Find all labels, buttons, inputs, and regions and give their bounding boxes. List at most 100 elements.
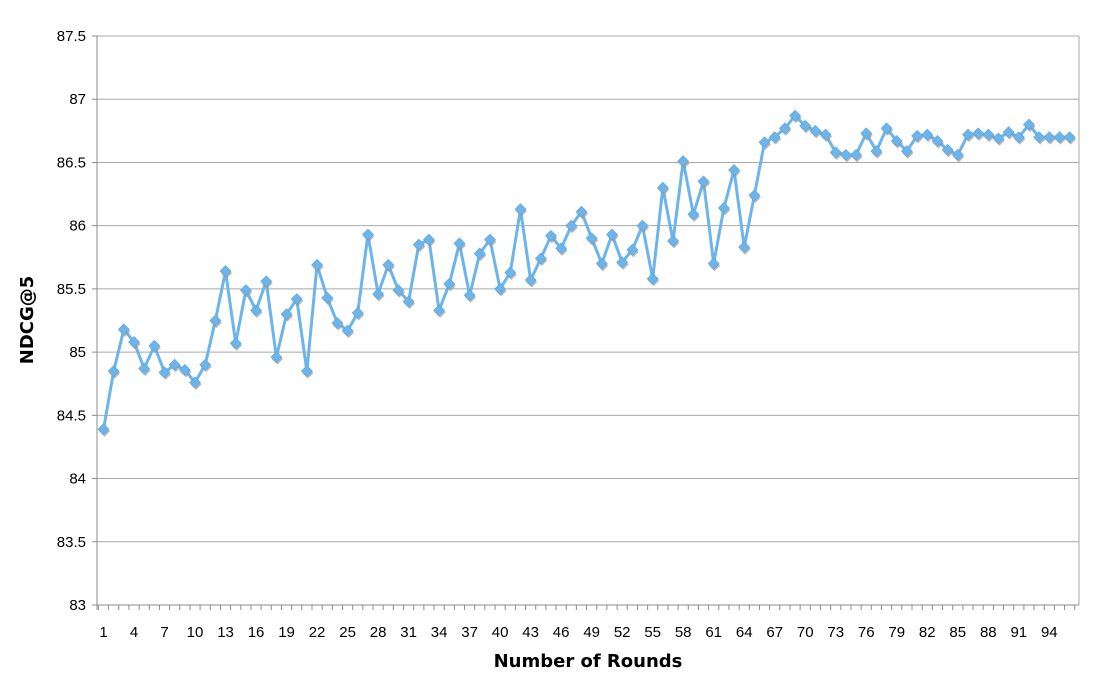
data-point (972, 127, 985, 140)
x-tick-label: 58 (675, 624, 692, 641)
x-tick-label: 91 (1010, 624, 1027, 641)
data-point (707, 257, 720, 270)
data-point (311, 258, 323, 271)
data-point (494, 282, 507, 295)
data-point (107, 365, 120, 378)
x-tick-label: 55 (644, 624, 661, 641)
x-tick-label: 64 (736, 624, 753, 641)
x-tick-label: 25 (339, 624, 356, 641)
data-point (423, 233, 435, 246)
y-tick-label: 87 (69, 91, 86, 108)
data-point (168, 358, 181, 371)
x-tick-label: 46 (553, 624, 570, 641)
x-tick-label: 28 (370, 624, 387, 641)
data-point (687, 208, 700, 221)
y-tick-label: 83 (69, 597, 86, 614)
data-point (199, 358, 212, 371)
data-point (748, 189, 761, 202)
data-point (911, 129, 924, 142)
x-tick-label: 43 (522, 624, 539, 641)
data-point (443, 277, 456, 290)
data-point (260, 275, 273, 288)
data-point (484, 233, 496, 246)
x-tick-label: 7 (160, 624, 168, 641)
data-point (545, 229, 557, 242)
data-point (524, 274, 537, 286)
data-point (829, 146, 842, 159)
data-point (351, 306, 364, 319)
x-tick-label: 13 (217, 624, 234, 641)
data-point (778, 122, 791, 135)
x-tick-label: 10 (187, 624, 204, 641)
data-point (677, 155, 690, 168)
data-point (941, 143, 954, 156)
x-tick-label: 49 (583, 624, 600, 641)
data-point (799, 119, 812, 132)
data-point (667, 234, 679, 247)
x-tick-label: 94 (1041, 624, 1058, 641)
data-point (697, 175, 710, 188)
data-point (880, 122, 893, 135)
data-point (321, 291, 334, 304)
data-point (1053, 131, 1066, 144)
data-point (331, 317, 344, 329)
data-point (646, 272, 659, 285)
data-point (901, 145, 913, 157)
axis-layer (96, 36, 1080, 610)
data-point (117, 323, 130, 336)
data-point (1023, 118, 1035, 131)
y-tick-label: 85 (69, 344, 86, 361)
data-point (250, 304, 262, 317)
x-tick-label: 79 (888, 624, 905, 641)
data-point (239, 284, 252, 297)
data-point (158, 366, 171, 379)
x-tick-label: 1 (99, 624, 107, 641)
data-point (1002, 126, 1015, 139)
data-point (992, 132, 1005, 145)
data-point (850, 148, 863, 161)
y-tick-label: 84 (69, 471, 86, 488)
data-point (728, 164, 740, 176)
y-tick-label: 87.5 (57, 28, 86, 45)
data-point (138, 362, 151, 375)
data-point (962, 128, 974, 141)
data-point (555, 242, 568, 255)
data-point (890, 135, 903, 147)
data-point (189, 376, 201, 389)
data-point (290, 293, 303, 305)
data-point (280, 308, 293, 321)
data-point (819, 128, 832, 141)
x-tick-label: 73 (827, 624, 844, 641)
x-tick-label: 67 (766, 624, 783, 641)
x-tick-label: 19 (278, 624, 295, 641)
data-point (636, 219, 649, 232)
data-point (361, 228, 374, 241)
data-point (860, 127, 873, 140)
data-point (1043, 131, 1056, 144)
data-point (626, 243, 639, 256)
data-point (717, 202, 730, 214)
data-point (219, 265, 232, 278)
data-point (768, 131, 781, 144)
x-tick-label: 22 (309, 624, 326, 641)
x-tick-label: 40 (492, 624, 509, 641)
x-tick-label: 4 (130, 624, 138, 641)
data-point (270, 351, 283, 364)
data-point (789, 109, 801, 122)
x-tick-label: 61 (705, 624, 722, 641)
data-point (656, 181, 669, 194)
data-point (809, 124, 822, 137)
data-point (606, 228, 618, 241)
y-tick-label: 85.5 (57, 281, 86, 298)
data-point (870, 145, 883, 157)
data-point (1063, 131, 1076, 144)
data-point (504, 266, 517, 279)
x-tick-label: 37 (461, 624, 478, 641)
x-tick-label: 85 (949, 624, 966, 641)
data-point (392, 284, 405, 297)
data-point (951, 148, 964, 161)
x-tick-label: 76 (858, 624, 875, 641)
data-point (341, 324, 354, 337)
data-point (433, 304, 446, 317)
